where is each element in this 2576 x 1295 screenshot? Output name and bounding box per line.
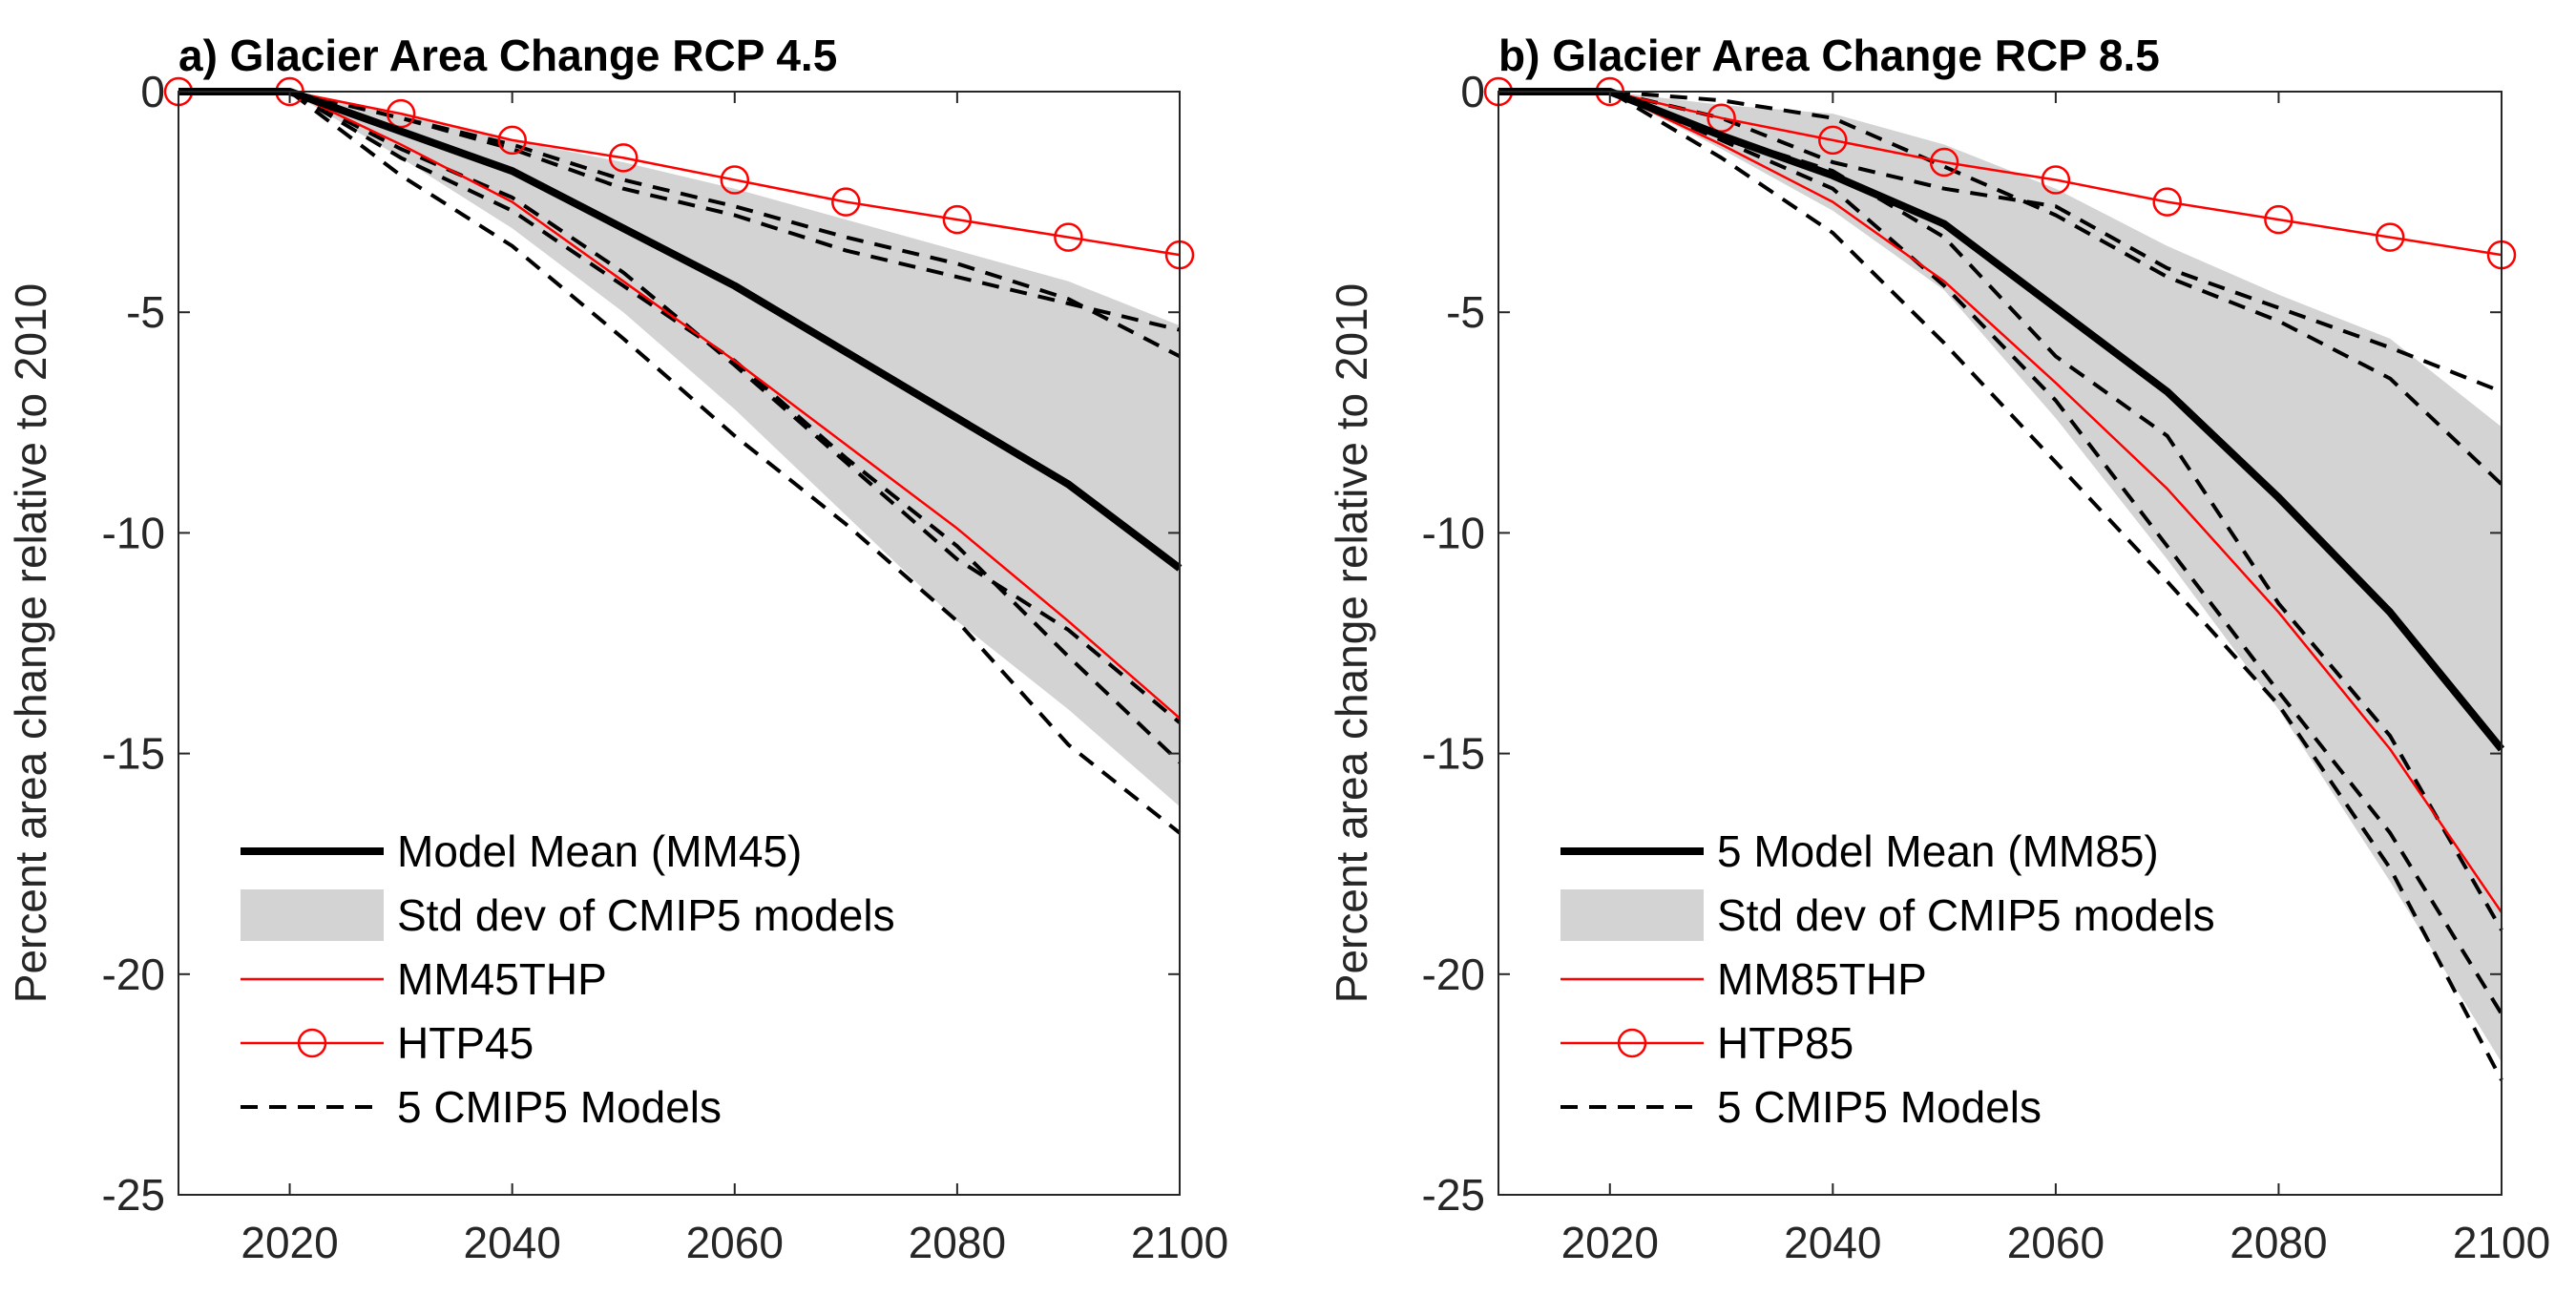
series-line-5 <box>178 90 1182 724</box>
legend-label: Std dev of CMIP5 models <box>397 890 895 940</box>
panel-a: 0 -5 -10 -15 -20 -25 2020 2040 2060 2080 2100 a) Gl… <box>6 31 1228 1267</box>
htp-marker <box>1054 222 1083 252</box>
y-axis-label: Percent area change relative to 2010 <box>6 283 55 1003</box>
htp-marker <box>1929 147 1959 178</box>
y-tick-label: 0 <box>140 67 165 116</box>
legend-swatch-band <box>1560 889 1704 941</box>
htp-marker <box>831 187 861 217</box>
panel-title: b) Glacier Area Change RCP 8.5 <box>1498 31 2160 80</box>
legend-label: HTP45 <box>397 1018 534 1068</box>
panel-title: a) Glacier Area Change RCP 4.5 <box>178 31 837 80</box>
x-tick-label: 2100 <box>2453 1218 2550 1267</box>
y-tick-label: -5 <box>1446 287 1485 337</box>
x-tick-label: 2060 <box>686 1218 784 1267</box>
legend-label: MM45THP <box>397 954 607 1004</box>
series-line-0 <box>178 88 1183 572</box>
htp-marker <box>2152 187 2182 217</box>
htp-marker <box>497 125 527 156</box>
series-line-1 <box>1498 90 2503 913</box>
htp-marker <box>720 165 750 195</box>
legend: Model Mean (MM45) Std dev of CMIP5 models… <box>241 826 895 1132</box>
htp-marker <box>2264 204 2293 235</box>
htp-marker <box>1818 125 1848 156</box>
series-line-2 <box>1498 90 2503 257</box>
y-tick-label: -10 <box>1422 508 1485 557</box>
series-line-7 <box>178 90 1181 332</box>
x-tick-label: 2040 <box>1784 1218 1881 1267</box>
legend-label: Std dev of CMIP5 models <box>1717 890 2215 940</box>
panel-b: 0 -5 -10 -15 -20 -25 2020 2040 2060 2080 2100 b) Gl… <box>1327 31 2550 1267</box>
y-tick-label: -20 <box>1422 950 1485 999</box>
legend-label: HTP85 <box>1717 1018 1853 1068</box>
legend-label: MM85THP <box>1717 954 1927 1004</box>
series-line-2 <box>178 90 1181 257</box>
x-tick-label: 2020 <box>241 1218 338 1267</box>
series-line-3 <box>1498 90 2503 1081</box>
legend: 5 Model Mean (MM85) Std dev of CMIP5 mode… <box>1560 826 2215 1132</box>
series-line-0 <box>1498 88 2505 752</box>
legend-swatch-band <box>241 889 384 941</box>
y-tick-label: -5 <box>126 287 165 337</box>
legend-label: 5 CMIP5 Models <box>1717 1082 2042 1132</box>
y-tick-label: -15 <box>1422 729 1485 779</box>
y-tick-label: -25 <box>102 1170 165 1220</box>
htp-marker <box>2041 165 2071 195</box>
htp-marker <box>1707 103 1736 133</box>
series-line-5 <box>1498 90 2503 931</box>
x-tick-label: 2100 <box>1131 1218 1228 1267</box>
axes-box <box>178 91 1181 1196</box>
legend-label: Model Mean (MM45) <box>397 826 802 876</box>
series-line-6 <box>178 90 1181 359</box>
htp-marker <box>942 204 973 235</box>
legend-label: 5 CMIP5 Models <box>397 1082 722 1132</box>
x-tick-label: 2020 <box>1561 1218 1659 1267</box>
legend-label: 5 Model Mean (MM85) <box>1717 826 2159 876</box>
y-tick-label: -10 <box>102 508 165 557</box>
legend-swatch-marker <box>297 1028 327 1058</box>
series-line-3 <box>178 90 1182 835</box>
x-tick-label: 2080 <box>2230 1218 2327 1267</box>
series-line-7 <box>1498 90 2503 394</box>
std-dev-band <box>1498 92 2502 1063</box>
y-tick-label: -15 <box>102 729 165 779</box>
y-tick-label: -25 <box>1422 1170 1485 1220</box>
y-tick-label: -20 <box>102 950 165 999</box>
htp-marker <box>386 98 416 129</box>
series-line-1 <box>178 90 1181 720</box>
legend-swatch-marker <box>1617 1028 1647 1058</box>
x-tick-label: 2080 <box>909 1218 1006 1267</box>
axes-box <box>1497 91 2503 1196</box>
htp-marker <box>608 143 639 173</box>
y-axis-label: Percent area change relative to 2010 <box>1327 283 1376 1003</box>
x-tick-label: 2040 <box>463 1218 560 1267</box>
y-tick-label: 0 <box>1460 67 1485 116</box>
x-tick-label: 2060 <box>2007 1218 2105 1267</box>
htp-marker <box>2375 222 2405 252</box>
series-line-4 <box>178 90 1182 764</box>
series-line-6 <box>1498 90 2503 486</box>
